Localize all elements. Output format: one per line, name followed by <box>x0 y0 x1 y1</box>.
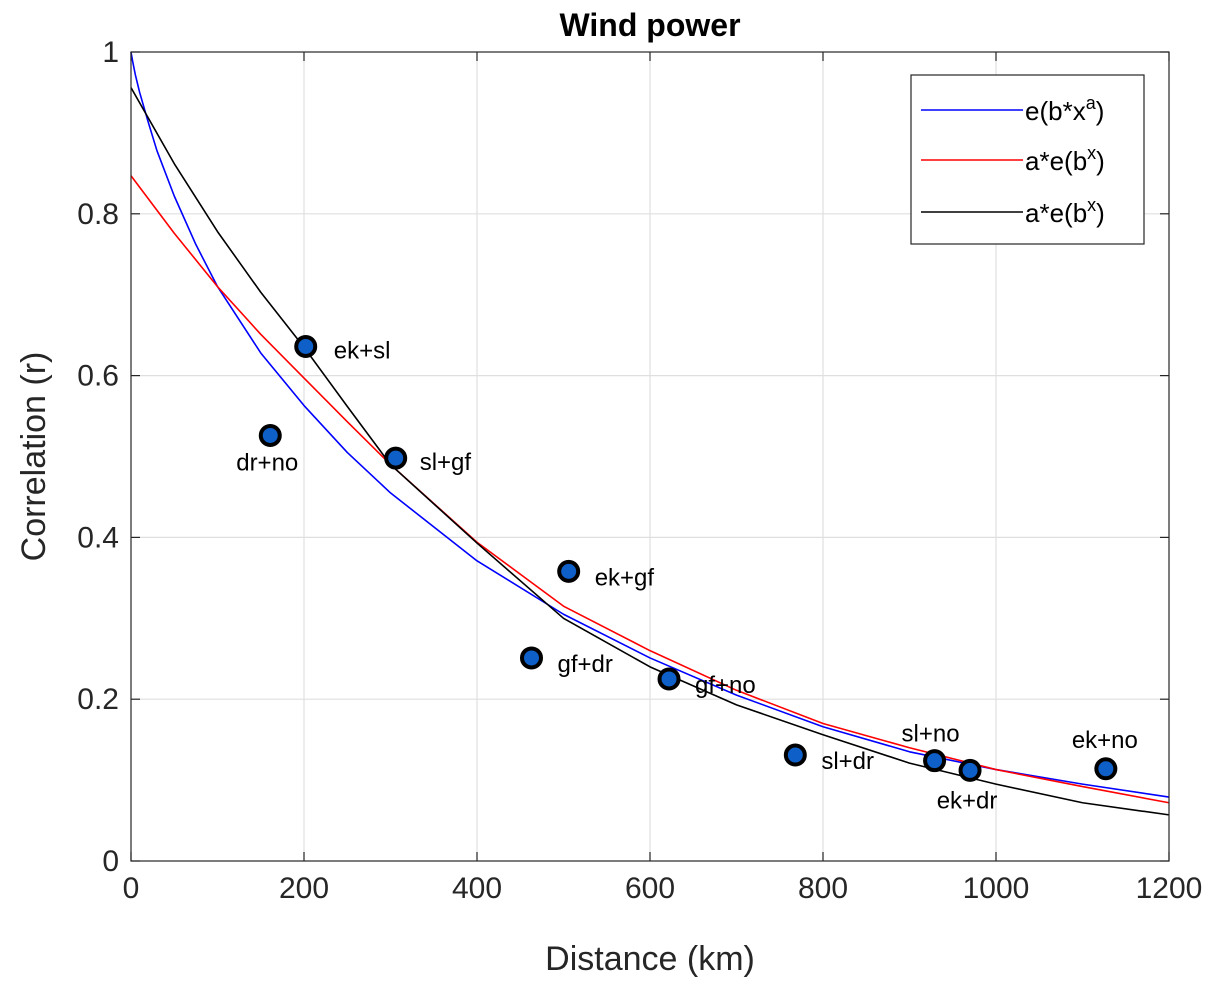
data-point-label: gf+no <box>695 672 756 699</box>
data-point <box>519 646 543 670</box>
data-point-label: sl+dr <box>821 748 874 775</box>
y-tick-label: 0 <box>102 845 119 878</box>
x-tick-label: 200 <box>279 872 329 905</box>
x-tick-label: 0 <box>123 872 140 905</box>
data-point-label: dr+no <box>236 449 298 476</box>
data-point <box>1094 757 1118 781</box>
legend-entry-label: e(b*xa) <box>1025 93 1104 126</box>
y-axis-label: Correlation (r) <box>15 352 53 562</box>
data-point-label: gf+dr <box>557 651 612 678</box>
y-tick-label: 0.6 <box>77 360 119 393</box>
fit-curve-1 <box>130 51 1170 798</box>
data-point-label: ek+gf <box>595 564 655 591</box>
legend-entry-label: a*e(bx) <box>1025 143 1105 176</box>
x-tick-label: 800 <box>798 872 848 905</box>
data-point-label: ek+no <box>1072 727 1138 754</box>
x-tick-label: 1000 <box>963 872 1030 905</box>
y-tick-label: 0.2 <box>77 683 119 716</box>
data-point-label: ek+sl <box>334 337 391 364</box>
data-point-label: ek+dr <box>937 787 998 814</box>
data-point <box>258 423 282 447</box>
legend: e(b*xa) a*e(bx) a*e(bx) <box>910 74 1145 245</box>
data-point <box>557 559 581 583</box>
data-point <box>657 667 681 691</box>
y-tick-label: 0.4 <box>77 521 119 554</box>
fit-curve-2 <box>130 175 1170 804</box>
axis-ticks: 0 200 400 600 800 1000 1200 0 0.2 0.4 0.6 0.8 1 <box>77 36 1202 905</box>
chart-title: Wind power <box>559 7 740 43</box>
x-axis-label: Distance (km) <box>545 940 755 978</box>
x-tick-label: 600 <box>625 872 675 905</box>
legend-entry-label: a*e(bx) <box>1025 195 1105 228</box>
fit-curve-3 <box>130 87 1170 816</box>
data-point <box>958 758 982 782</box>
x-tick-label: 1200 <box>1136 872 1203 905</box>
y-tick-label: 0.8 <box>77 198 119 231</box>
x-tick-label: 400 <box>452 872 502 905</box>
data-point <box>294 334 318 358</box>
y-tick-label: 1 <box>102 36 119 69</box>
scatter-points: ek+sl dr+no sl+gf ek+gf gf+dr gf+no sl+dr sl+no… <box>236 334 1138 814</box>
data-point <box>923 749 947 773</box>
data-point-label: sl+no <box>902 721 960 748</box>
data-point <box>783 743 807 767</box>
data-point-label: sl+gf <box>420 449 472 476</box>
fit-curves <box>130 51 1170 816</box>
data-point <box>384 446 408 470</box>
